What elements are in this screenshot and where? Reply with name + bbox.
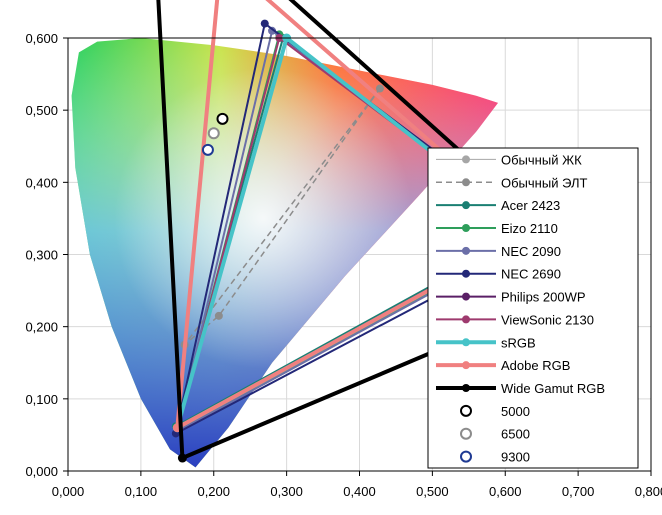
- x-tick-label: 0,000: [52, 484, 85, 499]
- gamut-vertex: [260, 19, 269, 28]
- legend-marker: [462, 269, 470, 278]
- x-tick-label: 0,500: [416, 484, 449, 499]
- legend-item: Adobe RGB: [436, 358, 570, 373]
- legend-item: NEC 2690: [436, 267, 561, 282]
- legend-marker: [462, 384, 470, 392]
- legend-item: Wide Gamut RGB: [436, 381, 605, 396]
- legend-marker: [462, 338, 470, 347]
- legend-item: Philips 200WP: [436, 290, 586, 305]
- legend-item: sRGB: [436, 335, 536, 350]
- legend-marker: [460, 450, 472, 463]
- legend-label: Philips 200WP: [501, 290, 586, 305]
- gamut-vertex: [375, 84, 384, 93]
- legend-label: sRGB: [501, 335, 536, 350]
- legend-label: Обычный ЭЛТ: [501, 175, 588, 190]
- x-tick-label: 0,300: [270, 484, 303, 499]
- legend-item: 9300: [460, 450, 530, 465]
- legend-marker: [462, 315, 470, 324]
- legend-marker: [462, 224, 470, 232]
- legend-label: Eizo 2110: [501, 221, 558, 236]
- white-points: [201, 112, 229, 156]
- legend-marker: [462, 201, 470, 210]
- legend-label: Acer 2423: [501, 198, 560, 213]
- legend-label: 9300: [501, 450, 530, 465]
- gamut-vertex: [214, 311, 223, 320]
- y-tick-label: 0,000: [25, 464, 58, 479]
- gamut-vertex: [177, 453, 187, 463]
- legend-item: NEC 2090: [436, 244, 561, 259]
- legend-marker: [460, 427, 472, 440]
- x-tick-label: 0,200: [197, 484, 230, 499]
- legend-label: Обычный ЖК: [501, 152, 582, 167]
- legend-label: ViewSonic 2130: [501, 312, 594, 327]
- legend: Обычный ЖК Обычный ЭЛТ Acer 2423 Eizo 2110 N…: [427, 147, 639, 469]
- legend-item: Обычный ЖК: [436, 152, 582, 167]
- legend-item: ViewSonic 2130: [436, 312, 594, 327]
- y-axis-ticks: 0,000 0,100 0,200 0,300 0,400 0,500 0,600: [25, 31, 68, 479]
- legend-label: 5000: [501, 404, 530, 419]
- legend-label: NEC 2090: [501, 244, 561, 259]
- legend-item: 5000: [460, 404, 530, 419]
- legend-marker: [462, 292, 470, 301]
- legend-marker: [460, 404, 472, 417]
- x-tick-label: 0,600: [489, 484, 522, 499]
- legend-label: Wide Gamut RGB: [501, 381, 605, 396]
- white-point-5000: [216, 112, 229, 125]
- x-tick-label: 0,400: [343, 484, 376, 499]
- white-point-9300: [201, 143, 214, 156]
- x-tick-label: 0,100: [125, 484, 158, 499]
- legend-label: 6500: [501, 427, 530, 442]
- legend-item: Обычный ЭЛТ: [436, 175, 588, 190]
- legend-marker: [462, 361, 470, 370]
- legend-item: Eizo 2110: [436, 221, 558, 236]
- legend-item: Acer 2423: [436, 198, 560, 213]
- x-tick-label: 0,700: [562, 484, 595, 499]
- y-tick-label: 0,500: [25, 103, 58, 118]
- legend-marker: [462, 155, 470, 164]
- legend-box: [427, 147, 639, 469]
- y-tick-label: 0,400: [25, 175, 58, 190]
- y-tick-label: 0,600: [25, 31, 58, 46]
- legend-item: 6500: [460, 427, 530, 442]
- legend-marker: [462, 246, 470, 255]
- white-point-6500: [207, 127, 220, 140]
- x-axis-ticks: 0,000 0,100 0,200 0,300 0,400 0,500 0,600 0,700…: [52, 471, 662, 499]
- gamut-line: [175, 0, 537, 430]
- x-tick-label: 0,800: [635, 484, 662, 499]
- gamut-line: [156, 0, 606, 460]
- y-tick-label: 0,100: [25, 392, 58, 407]
- legend-label: Adobe RGB: [501, 358, 570, 373]
- legend-marker: [462, 178, 470, 187]
- legend-label: NEC 2690: [501, 267, 561, 282]
- y-tick-label: 0,200: [25, 320, 58, 335]
- gamut-vertex: [268, 26, 277, 35]
- y-tick-label: 0,300: [25, 248, 58, 263]
